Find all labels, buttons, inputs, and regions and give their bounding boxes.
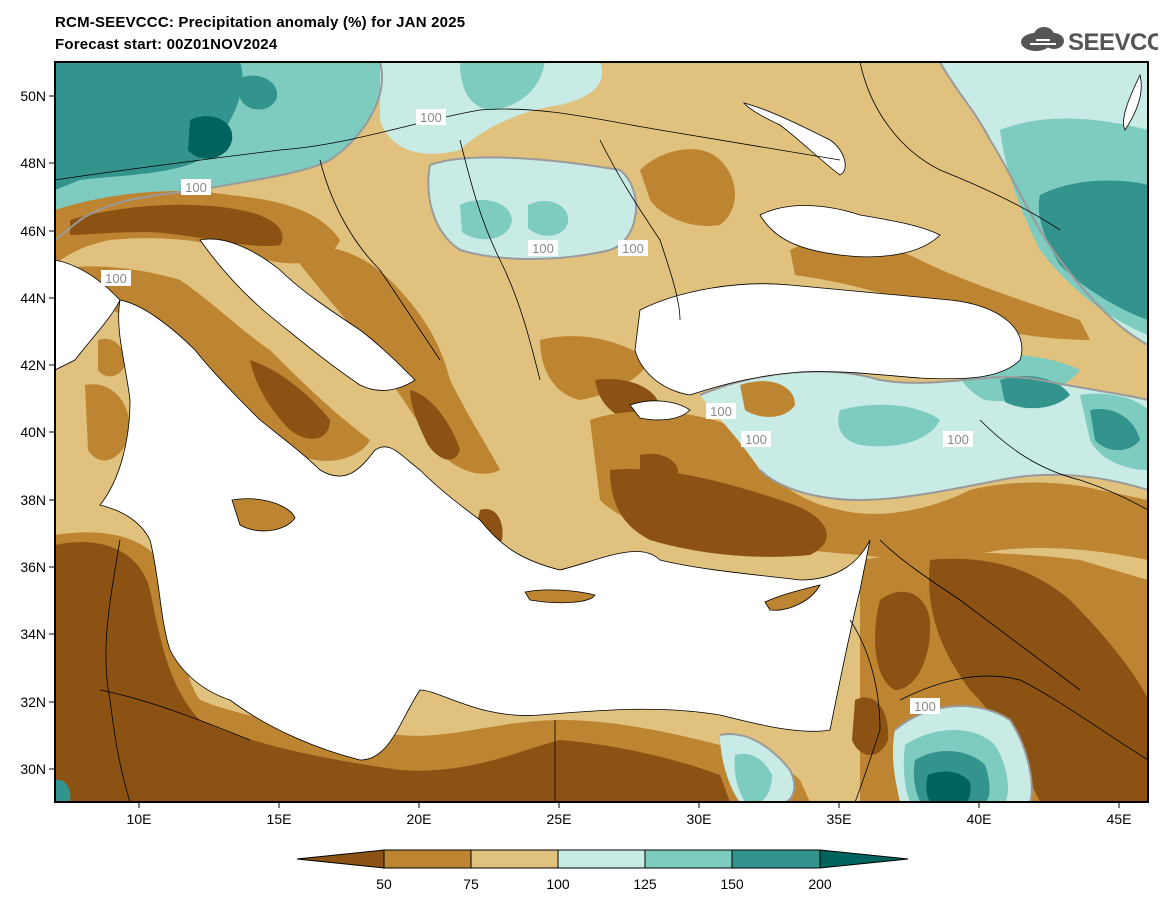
lat-label: 48N	[20, 155, 46, 171]
lat-label: 40N	[20, 424, 46, 440]
axis-ticks	[49, 95, 1120, 808]
legend-swatch-75-100	[470, 849, 559, 869]
svg-text:100: 100	[105, 271, 127, 286]
legend-labels: 50 75 100 125 150 200	[376, 876, 832, 892]
legend-label: 125	[633, 876, 657, 892]
latitude-labels: 50N 48N 46N 44N 42N 40N 38N 36N 34N 32N …	[20, 88, 46, 777]
anomaly-field	[55, 62, 1148, 802]
legend-swatch-50-75	[383, 849, 472, 869]
legend-swatch-below-50	[296, 849, 385, 869]
contour-label: 100	[181, 179, 211, 195]
svg-text:100: 100	[745, 432, 767, 447]
field-200	[188, 116, 233, 159]
contour-label: 100	[101, 270, 131, 286]
lat-label: 42N	[20, 357, 46, 373]
legend-label: 50	[376, 876, 392, 892]
legend-swatch-125-150	[644, 849, 733, 869]
svg-text:100: 100	[622, 241, 644, 256]
islands	[231, 498, 821, 611]
lon-label: 40E	[967, 811, 992, 827]
lat-label: 44N	[20, 290, 46, 306]
chart-title: RCM-SEEVCCC: Precipitation anomaly (%) f…	[55, 14, 466, 31]
lat-label: 32N	[20, 694, 46, 710]
lon-label: 45E	[1107, 811, 1132, 827]
lon-label: 20E	[407, 811, 432, 827]
contour-label: 100	[741, 431, 771, 447]
svg-text:100: 100	[185, 180, 207, 195]
lat-label: 50N	[20, 88, 46, 104]
contour-label: 100	[943, 431, 973, 447]
contour-label: 100	[528, 240, 558, 256]
lat-label: 36N	[20, 559, 46, 575]
seevccc-logo: SEEVCCC	[1021, 27, 1158, 56]
legend-label: 100	[546, 876, 570, 892]
lon-label: 35E	[827, 811, 852, 827]
lon-label: 25E	[547, 811, 572, 827]
legend-swatch-above-200	[819, 849, 909, 869]
lat-label: 46N	[20, 223, 46, 239]
logo-text: SEEVCCC	[1068, 29, 1158, 56]
legend-swatch-150-200	[731, 849, 821, 869]
lat-label: 30N	[20, 761, 46, 777]
field-below-50	[70, 204, 283, 247]
field-150-200	[55, 62, 243, 190]
lon-label: 15E	[267, 811, 292, 827]
lat-label: 34N	[20, 626, 46, 642]
contour-label: 100	[706, 403, 736, 419]
svg-text:100: 100	[710, 404, 732, 419]
svg-text:100: 100	[914, 699, 936, 714]
forecast-start-subtitle: Forecast start: 00Z01NOV2024	[55, 36, 278, 53]
legend-label: 200	[808, 876, 832, 892]
color-bar-legend	[296, 849, 909, 869]
svg-text:100: 100	[420, 110, 442, 125]
cloud-icon	[1021, 27, 1064, 51]
legend-swatch-100-125	[557, 849, 646, 869]
contour-label: 100	[910, 698, 940, 714]
contour-label: 100	[618, 240, 648, 256]
longitude-labels: 10E 15E 20E 25E 30E 35E 40E 45E	[127, 811, 1132, 827]
sea-areas	[55, 73, 1142, 761]
legend-label: 75	[463, 876, 479, 892]
svg-text:100: 100	[947, 432, 969, 447]
lon-label: 10E	[127, 811, 152, 827]
country-borders	[55, 62, 1148, 802]
lat-label: 38N	[20, 492, 46, 508]
svg-text:100: 100	[532, 241, 554, 256]
lon-label: 30E	[687, 811, 712, 827]
contour-label: 100	[416, 109, 446, 125]
legend-label: 150	[720, 876, 744, 892]
contour-labels: 100 100 100 100 100 100 100 100 100	[101, 109, 973, 714]
